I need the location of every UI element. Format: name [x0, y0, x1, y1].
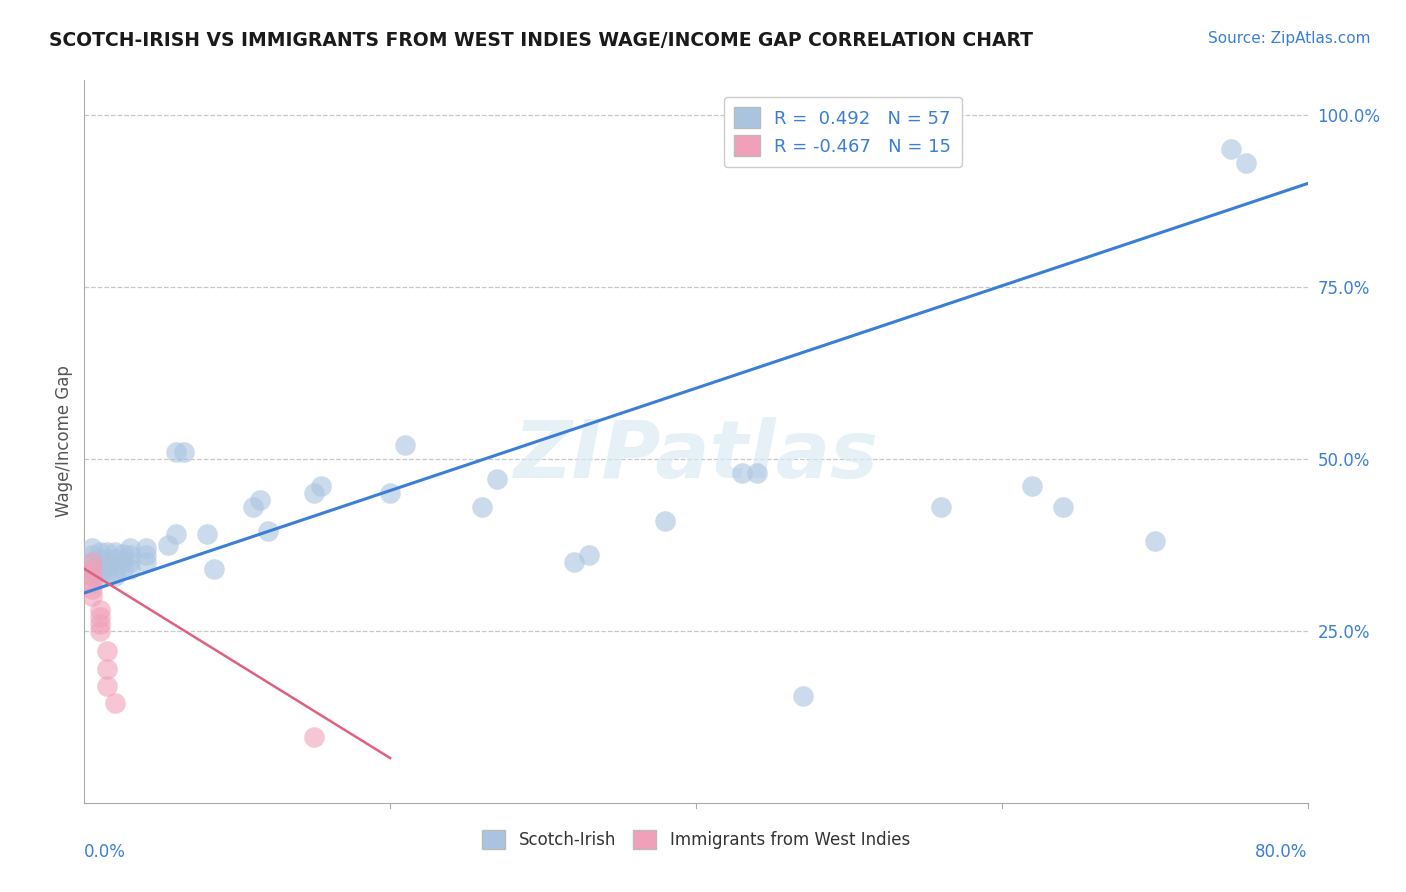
- Point: [242, 500, 264, 514]
- Point: [135, 548, 157, 562]
- Point: [80, 555, 103, 569]
- Point: [89, 566, 111, 580]
- Point: [120, 541, 142, 556]
- Y-axis label: Wage/Income Gap: Wage/Income Gap: [55, 366, 73, 517]
- Text: 0.0%: 0.0%: [84, 843, 127, 861]
- Point: [80, 568, 103, 582]
- Point: [471, 500, 494, 514]
- Point: [654, 514, 676, 528]
- Point: [80, 575, 103, 590]
- Point: [104, 558, 127, 573]
- Point: [96, 662, 118, 676]
- Point: [80, 541, 103, 556]
- Point: [89, 624, 111, 638]
- Point: [792, 689, 814, 703]
- Legend: Scotch-Irish, Immigrants from West Indies: Scotch-Irish, Immigrants from West Indie…: [475, 823, 917, 856]
- Point: [1021, 479, 1043, 493]
- Point: [111, 562, 134, 576]
- Point: [311, 479, 333, 493]
- Point: [96, 558, 118, 573]
- Point: [562, 555, 585, 569]
- Point: [249, 493, 271, 508]
- Point: [302, 731, 325, 745]
- Point: [731, 466, 754, 480]
- Point: [80, 582, 103, 597]
- Point: [104, 696, 127, 710]
- Point: [486, 472, 509, 486]
- Point: [89, 610, 111, 624]
- Point: [202, 562, 225, 576]
- Point: [104, 568, 127, 582]
- Point: [111, 553, 134, 567]
- Point: [120, 562, 142, 576]
- Point: [165, 445, 187, 459]
- Text: 80.0%: 80.0%: [1256, 843, 1308, 861]
- Point: [111, 547, 134, 561]
- Point: [89, 568, 111, 582]
- Point: [80, 548, 103, 562]
- Point: [1052, 500, 1074, 514]
- Point: [195, 527, 218, 541]
- Point: [96, 544, 118, 558]
- Point: [80, 555, 103, 569]
- Point: [302, 486, 325, 500]
- Point: [96, 551, 118, 566]
- Point: [578, 548, 600, 562]
- Point: [89, 558, 111, 573]
- Point: [104, 551, 127, 566]
- Point: [80, 568, 103, 582]
- Point: [104, 563, 127, 577]
- Point: [89, 603, 111, 617]
- Point: [96, 644, 118, 658]
- Text: SCOTCH-IRISH VS IMMIGRANTS FROM WEST INDIES WAGE/INCOME GAP CORRELATION CHART: SCOTCH-IRISH VS IMMIGRANTS FROM WEST IND…: [49, 31, 1033, 50]
- Point: [1220, 142, 1243, 156]
- Point: [120, 548, 142, 562]
- Point: [120, 555, 142, 569]
- Point: [89, 544, 111, 558]
- Point: [89, 616, 111, 631]
- Point: [1143, 534, 1166, 549]
- Point: [165, 527, 187, 541]
- Point: [135, 541, 157, 556]
- Point: [380, 486, 402, 500]
- Point: [1236, 156, 1258, 170]
- Point: [80, 562, 103, 576]
- Point: [929, 500, 952, 514]
- Point: [257, 524, 280, 538]
- Point: [157, 538, 180, 552]
- Point: [89, 562, 111, 576]
- Point: [394, 438, 416, 452]
- Text: Source: ZipAtlas.com: Source: ZipAtlas.com: [1208, 31, 1371, 46]
- Point: [80, 562, 103, 576]
- Point: [104, 544, 127, 558]
- Point: [747, 466, 769, 480]
- Point: [80, 590, 103, 604]
- Point: [96, 679, 118, 693]
- Point: [173, 445, 195, 459]
- Text: ZIPatlas: ZIPatlas: [513, 417, 879, 495]
- Point: [89, 551, 111, 566]
- Point: [135, 555, 157, 569]
- Point: [96, 566, 118, 580]
